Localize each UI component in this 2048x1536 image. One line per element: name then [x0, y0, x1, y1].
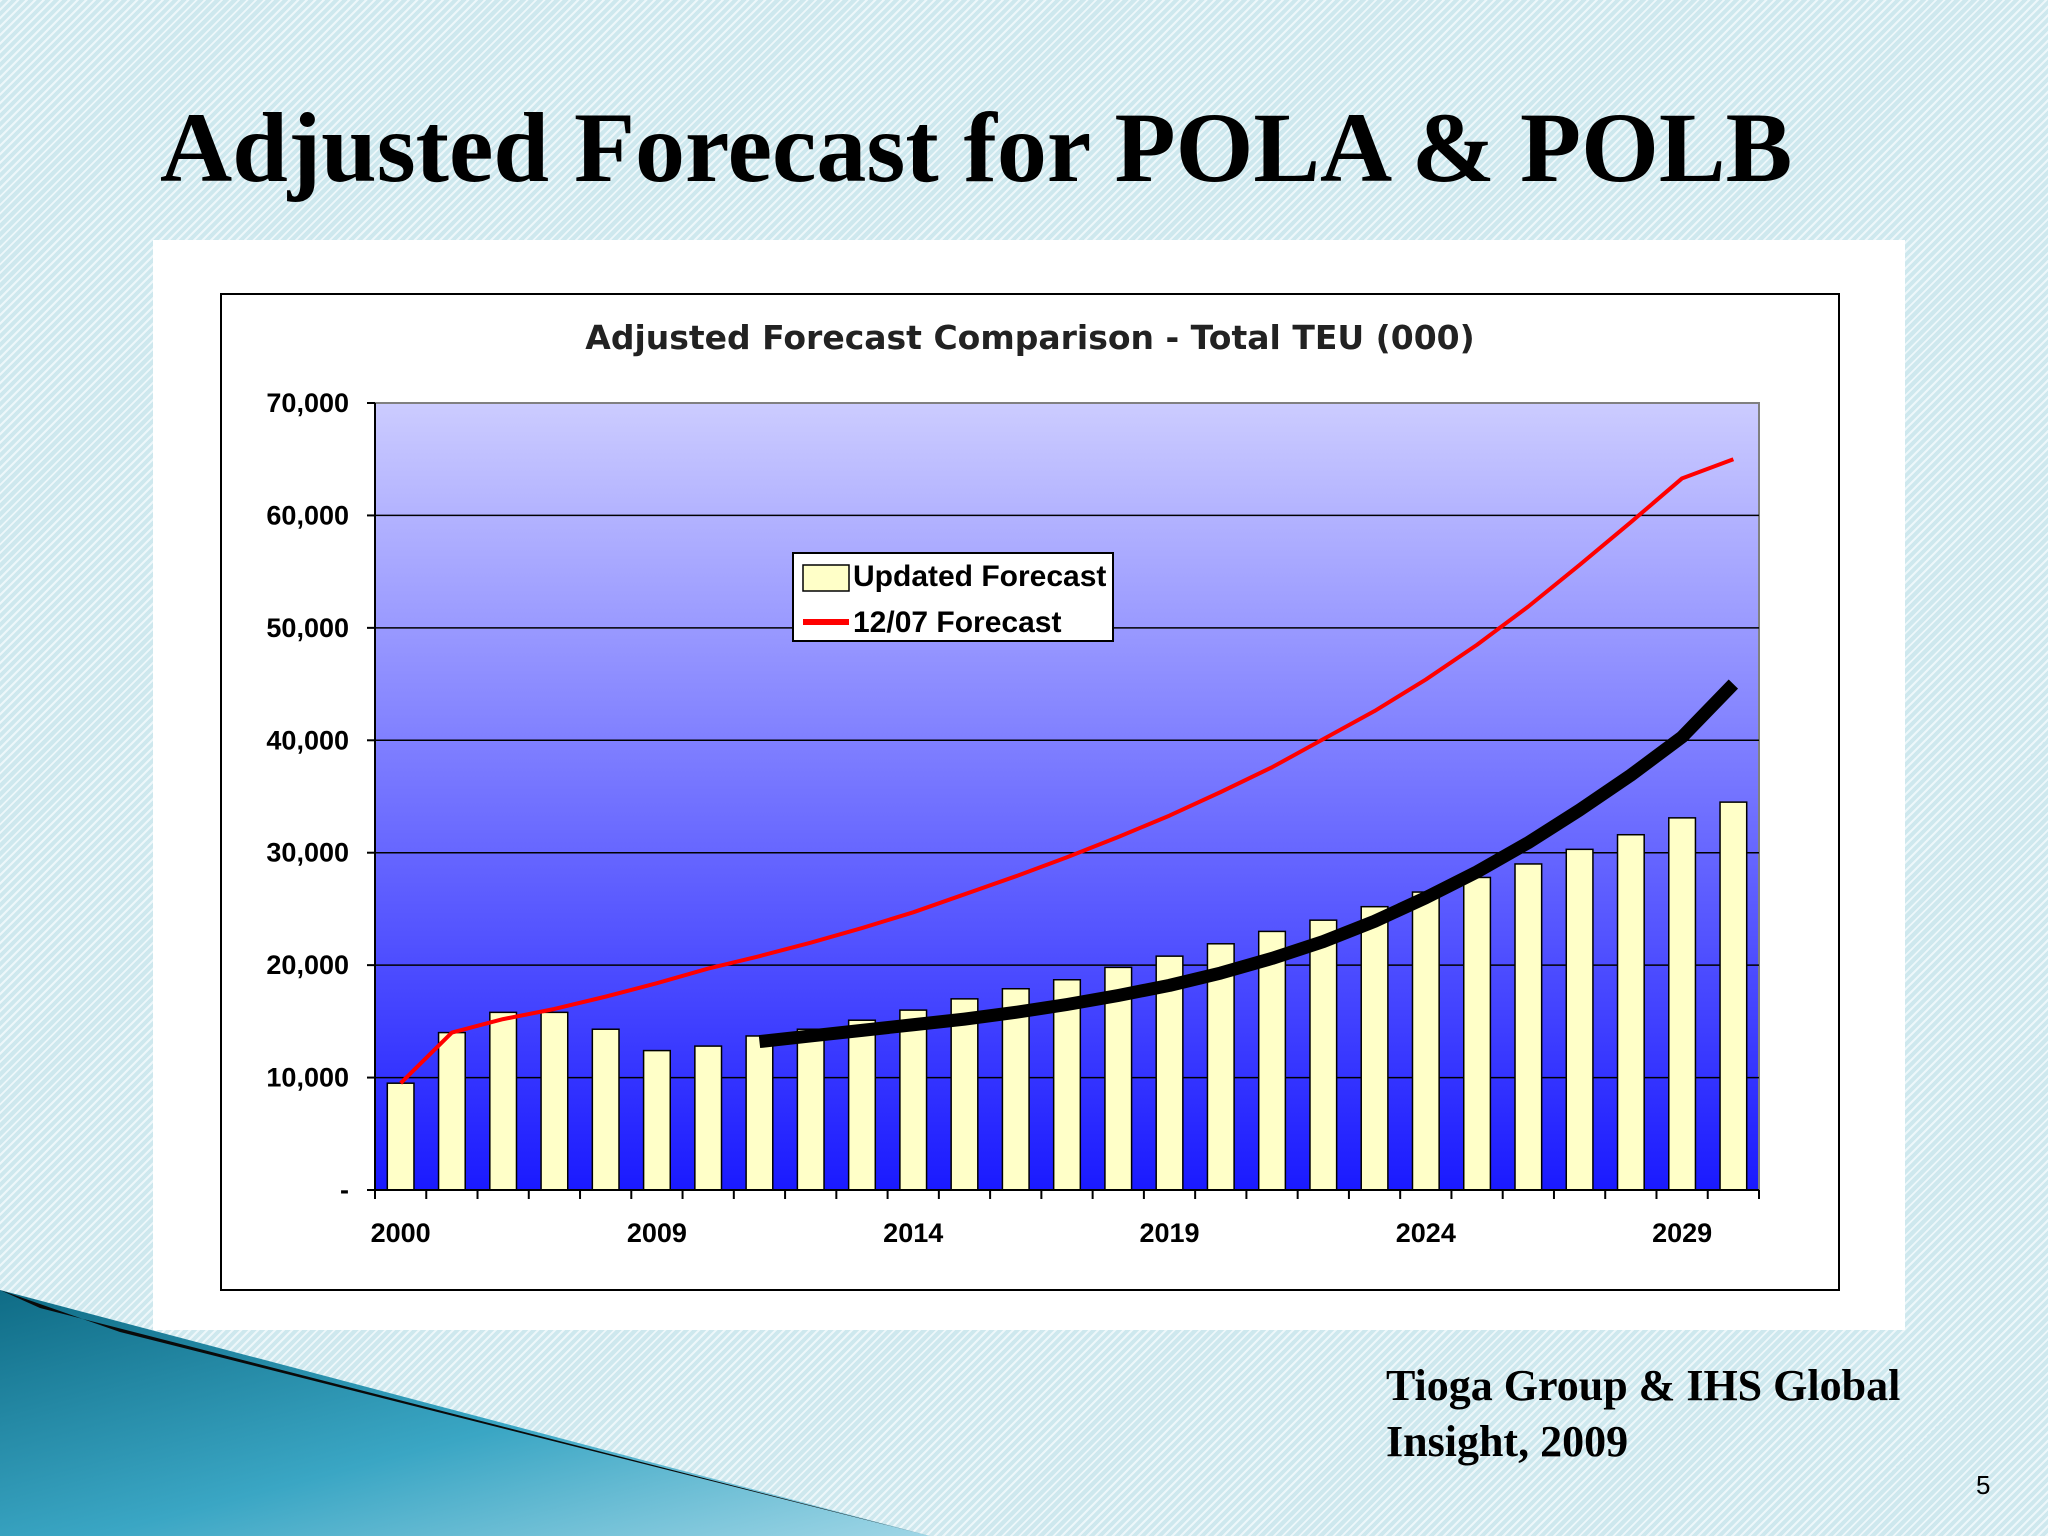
bar-2010 — [694, 1045, 723, 1191]
x-tick-label-2014: 2014 — [883, 1218, 943, 1248]
trend-line-overlay — [758, 679, 1739, 1049]
bar-2002 — [489, 1011, 518, 1191]
x-tick-label-2019: 2019 — [1139, 1218, 1199, 1248]
x-tick-label-2024: 2024 — [1396, 1218, 1456, 1248]
page-number: 5 — [1976, 1470, 1991, 1500]
legend-label-updated-forecast: Updated Forecast — [853, 560, 1106, 593]
y-tick-label: 10,000 — [266, 1063, 349, 1093]
teal-swoosh — [0, 1290, 930, 1536]
axes: - 10,000 20,000 30,000 40,000 50,000 60,000 70,… — [266, 388, 1760, 1248]
bar-2030 — [1719, 801, 1748, 1191]
y-tick-label: 50,000 — [266, 613, 349, 643]
bar-2000 — [386, 1082, 415, 1191]
x-tick-label-2009: 2009 — [627, 1218, 687, 1248]
bar-2003 — [540, 1011, 569, 1191]
y-tick-label: 60,000 — [266, 500, 349, 530]
bar-2026 — [1514, 863, 1543, 1191]
line-series — [399, 457, 1739, 1085]
chart-title: Adjusted Forecast Comparison - Total TEU… — [585, 318, 1474, 357]
bar-2021 — [1257, 930, 1287, 1191]
corner-decoration — [0, 1290, 930, 1536]
bar-2020 — [1206, 943, 1235, 1191]
bar-2029 — [1668, 817, 1697, 1191]
x-tick-label-2000: 2000 — [371, 1218, 431, 1248]
legend-swatch-updated-forecast — [802, 564, 850, 592]
bar-2018 — [1104, 966, 1133, 1191]
bar-2011 — [745, 1035, 774, 1191]
bar-2012 — [796, 1028, 825, 1191]
bar-2004 — [591, 1028, 620, 1191]
slide-title: Adjusted Forecast for POLA & POLB — [160, 92, 1793, 203]
bar-2009 — [642, 1049, 672, 1191]
bar-2014 — [899, 1009, 928, 1191]
teu-forecast-chart: Adjusted Forecast Comparison - Total TEU… — [220, 293, 1840, 1291]
source-note: Tioga Group & IHS Global Insight, 2009 — [1386, 1361, 1901, 1466]
y-tick-label: 40,000 — [266, 725, 349, 755]
bar-2022 — [1309, 919, 1338, 1191]
x-tick-label-2029: 2029 — [1652, 1218, 1712, 1248]
bar-2013 — [847, 1019, 877, 1191]
bar-2028 — [1616, 833, 1645, 1191]
bar-2027 — [1565, 848, 1594, 1191]
bar-2016 — [1001, 988, 1030, 1191]
y-tick-label: 70,000 — [266, 388, 349, 418]
y-tick-label: 20,000 — [266, 950, 349, 980]
bar-2015 — [950, 998, 979, 1191]
y-tick-label: - — [340, 1175, 349, 1205]
bar-2017 — [1052, 979, 1082, 1191]
bar-2024 — [1411, 891, 1440, 1191]
bar-2001 — [437, 1031, 466, 1191]
line-1207-forecast — [399, 457, 1735, 1085]
bar-2023 — [1360, 905, 1389, 1191]
y-tick-label: 30,000 — [266, 838, 349, 868]
bar-2025 — [1462, 876, 1492, 1191]
legend: Updated Forecast 12/07 Forecast — [792, 552, 1114, 642]
bar-2019 — [1155, 955, 1184, 1191]
legend-label-1207-forecast: 12/07 Forecast — [853, 606, 1061, 639]
chart-panel: Adjusted Forecast Comparison - Total TEU… — [153, 240, 1905, 1330]
